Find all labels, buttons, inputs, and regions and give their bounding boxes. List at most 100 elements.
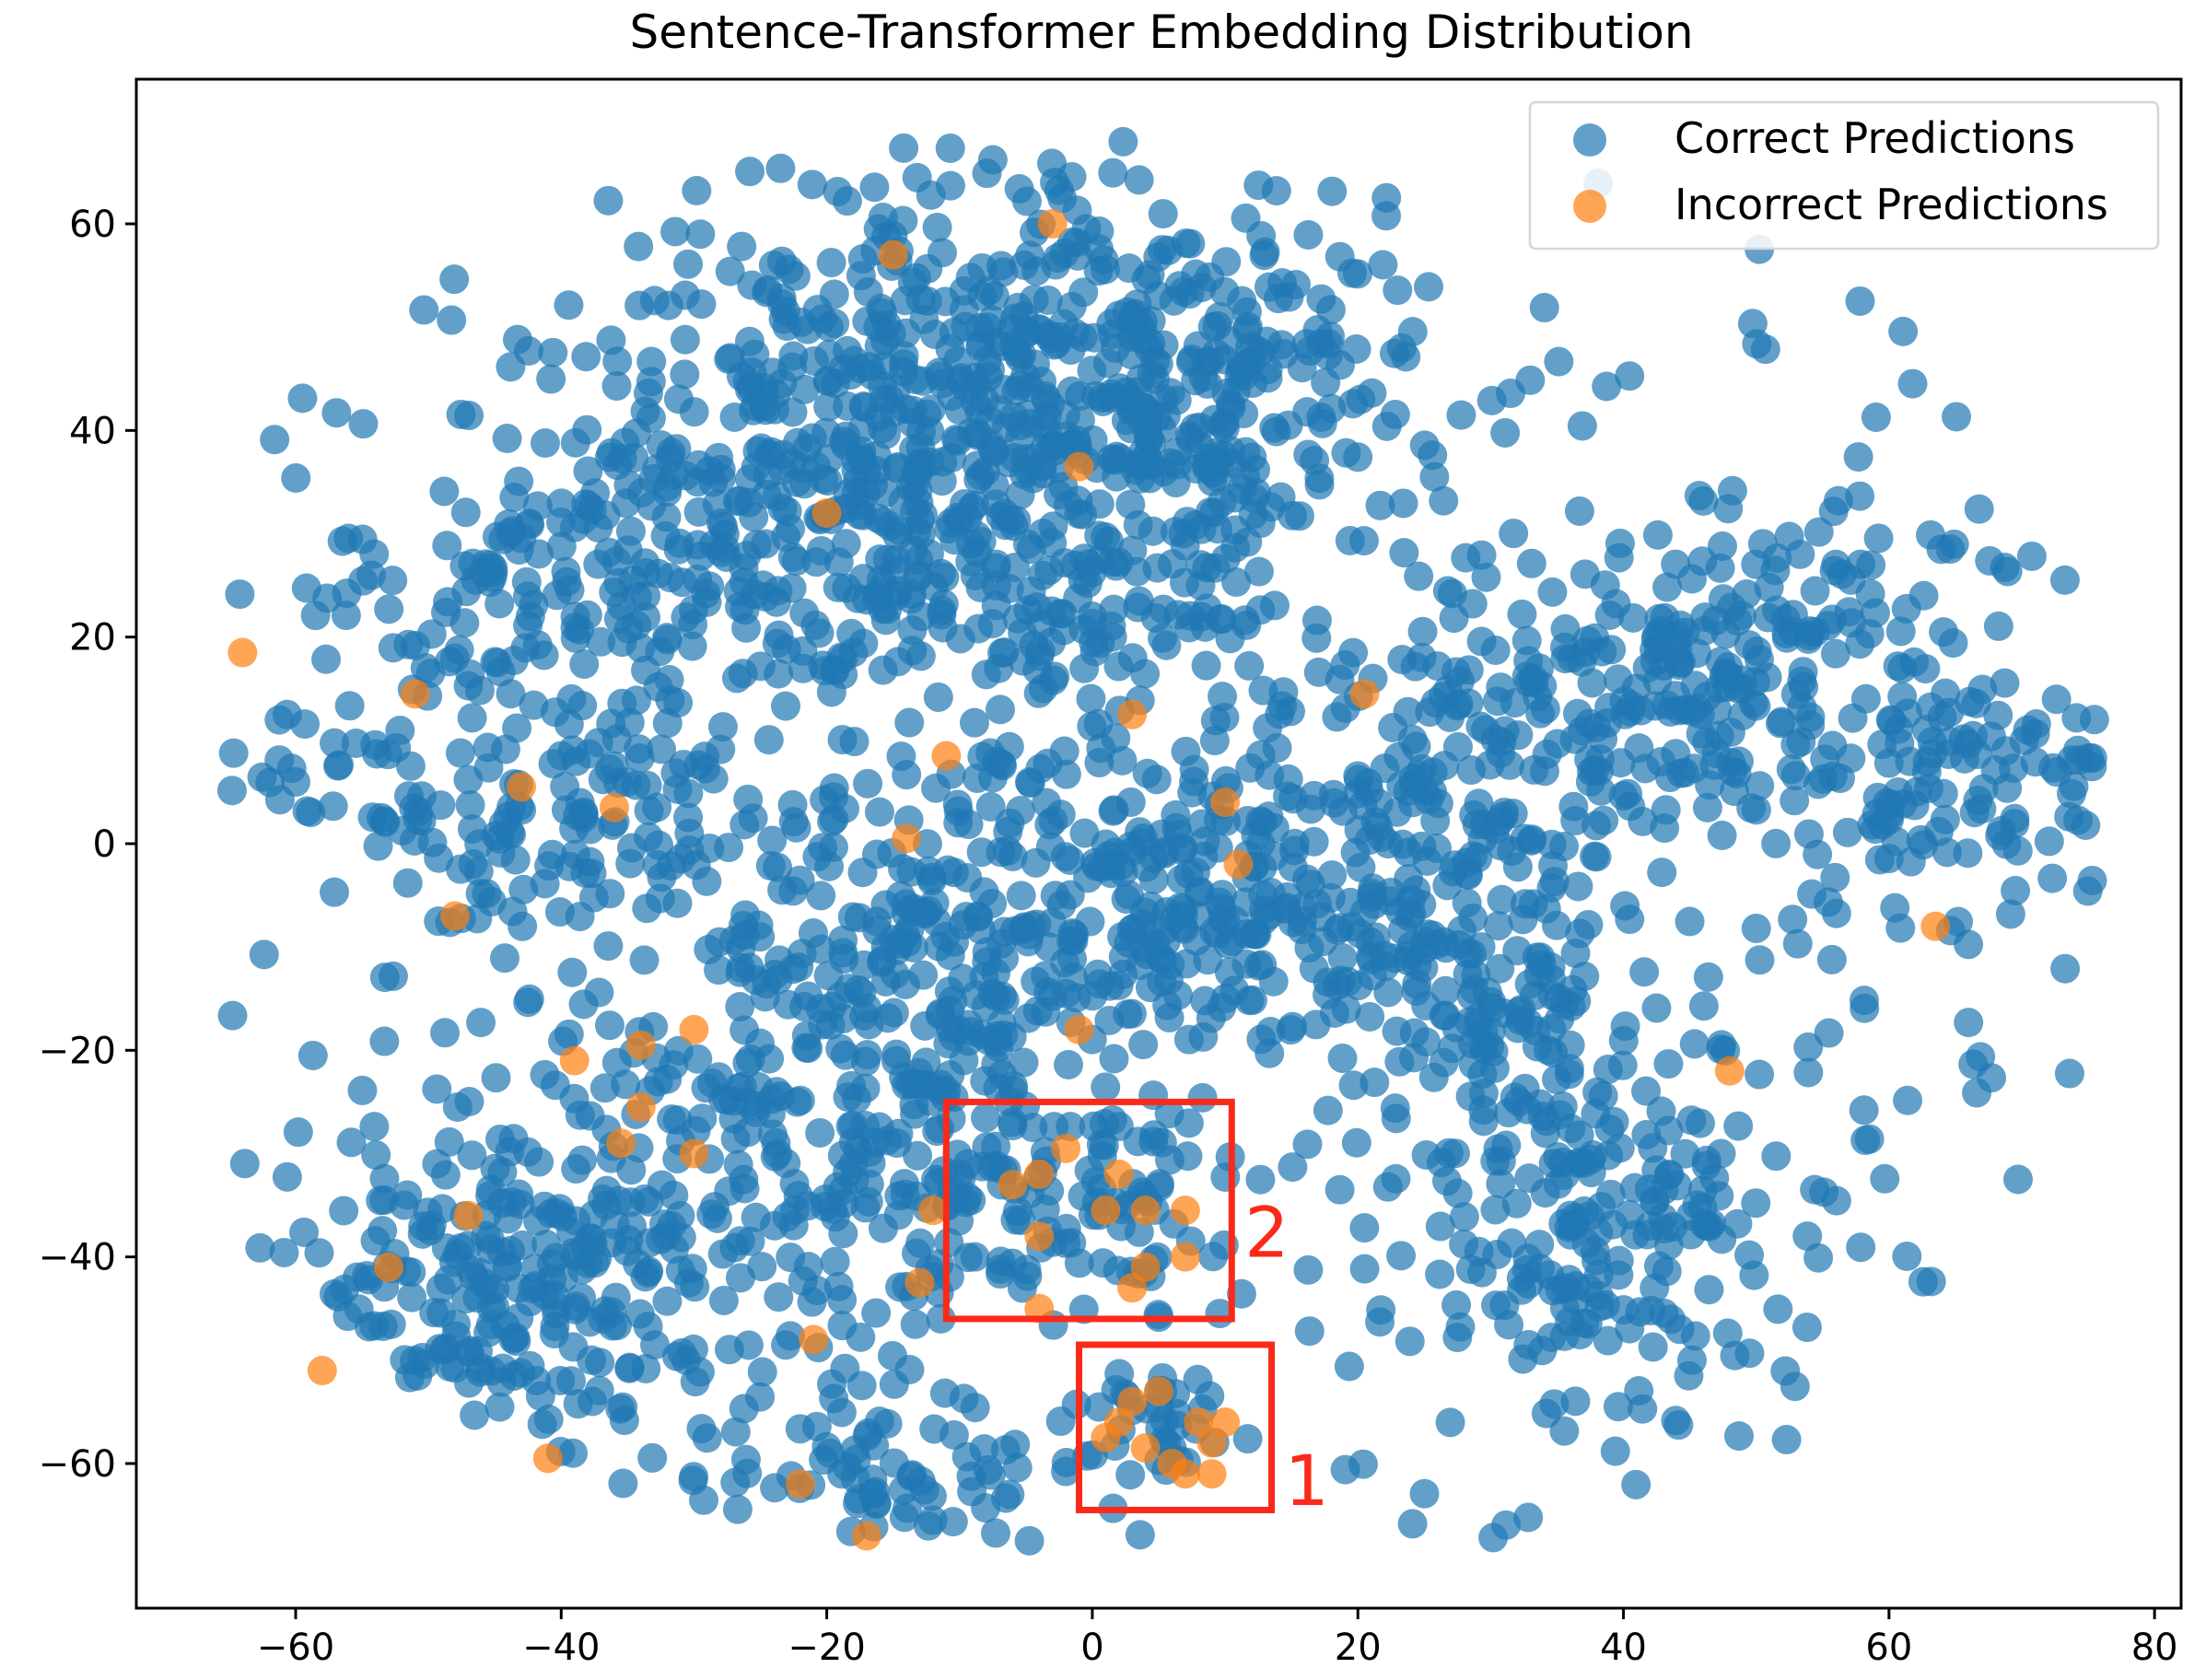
correct-point: [1006, 881, 1036, 911]
correct-point: [636, 346, 667, 377]
correct-point: [1315, 295, 1346, 325]
correct-point: [889, 133, 919, 163]
correct-point: [1340, 837, 1371, 868]
correct-point: [1010, 319, 1041, 349]
correct-point: [1992, 556, 2023, 587]
correct-point: [476, 886, 507, 916]
correct-point: [1245, 1164, 1276, 1195]
correct-point: [1181, 453, 1211, 484]
correct-point: [998, 511, 1029, 542]
incorrect-point: [1117, 1273, 1148, 1303]
correct-point: [1721, 758, 1752, 788]
annotation-layer: 21: [942, 1098, 1329, 1522]
correct-point: [1365, 490, 1395, 520]
correct-point: [1780, 786, 1810, 816]
correct-point: [1642, 519, 1673, 550]
correct-point: [1624, 733, 1654, 764]
correct-point: [2054, 1058, 2084, 1089]
correct-point: [986, 1254, 1016, 1284]
correct-point: [1342, 259, 1372, 289]
correct-point: [1287, 915, 1317, 945]
correct-point: [735, 1044, 765, 1074]
correct-point: [1330, 650, 1360, 681]
correct-point: [816, 248, 846, 278]
correct-point: [565, 1100, 595, 1130]
correct-point: [1187, 1082, 1218, 1113]
correct-point: [1255, 878, 1286, 908]
correct-point: [1056, 429, 1087, 460]
correct-point: [1279, 835, 1310, 866]
correct-point: [670, 359, 700, 390]
correct-point: [725, 991, 755, 1021]
correct-point: [1301, 1009, 1331, 1040]
correct-point: [500, 845, 531, 875]
incorrect-point: [373, 1252, 403, 1282]
legend-marker-incorrect: [1573, 190, 1606, 223]
correct-point: [409, 295, 439, 325]
correct-point: [823, 177, 853, 207]
incorrect-point: [1130, 1433, 1161, 1464]
correct-point: [450, 497, 481, 528]
correct-point: [912, 399, 942, 429]
correct-point: [515, 1350, 545, 1381]
incorrect-point: [851, 1521, 881, 1551]
correct-point: [1836, 743, 1866, 774]
correct-point: [1127, 438, 1158, 468]
incorrect-point: [1051, 1133, 1081, 1163]
correct-point: [1483, 911, 1513, 941]
correct-point: [1011, 186, 1042, 216]
correct-point: [1101, 723, 1131, 753]
correct-point: [760, 1141, 790, 1172]
correct-point: [1393, 696, 1423, 727]
correct-point: [269, 1237, 299, 1267]
correct-point: [560, 623, 590, 653]
correct-point: [1056, 1112, 1086, 1142]
correct-point: [1962, 739, 1992, 769]
correct-point: [457, 703, 487, 733]
incorrect-point: [799, 1324, 829, 1355]
correct-point: [1397, 1509, 1428, 1539]
correct-point: [1435, 1407, 1465, 1438]
correct-point: [655, 685, 685, 716]
correct-point: [684, 1357, 715, 1387]
correct-point: [1195, 1381, 1225, 1411]
correct-point: [1702, 694, 1733, 725]
correct-point: [2020, 747, 2050, 777]
correct-point: [670, 324, 700, 355]
correct-point: [659, 1180, 689, 1210]
correct-point: [1720, 1340, 1750, 1371]
correct-point: [1680, 1321, 1710, 1351]
correct-point: [1281, 270, 1312, 300]
correct-point: [1327, 1043, 1358, 1073]
correct-point: [663, 384, 694, 414]
correct-point: [1127, 405, 1158, 436]
correct-point: [830, 1353, 860, 1383]
correct-point: [1105, 851, 1136, 881]
correct-point: [1592, 371, 1622, 402]
correct-point: [540, 1070, 570, 1101]
correct-point: [2037, 863, 2068, 893]
correct-point: [556, 1366, 587, 1396]
correct-point: [334, 691, 365, 721]
correct-point: [853, 768, 883, 799]
correct-point: [465, 1353, 496, 1383]
correct-point: [1608, 1025, 1639, 1056]
correct-point: [558, 1438, 589, 1468]
legend: Correct Predictions Incorrect Prediction…: [1528, 100, 2160, 251]
correct-point: [614, 1353, 645, 1383]
correct-point: [550, 772, 580, 802]
correct-point: [554, 290, 584, 321]
correct-point: [1368, 250, 1398, 280]
correct-point: [1795, 616, 1826, 647]
x-tick-label: 60: [1865, 1627, 1912, 1669]
incorrect-point: [1130, 1196, 1161, 1226]
correct-point: [1490, 417, 1521, 448]
correct-point: [1018, 1113, 1048, 1143]
correct-point: [1588, 1081, 1618, 1112]
correct-point: [1380, 1093, 1410, 1124]
correct-point: [1615, 904, 1645, 935]
correct-point: [789, 374, 820, 404]
correct-point: [764, 945, 795, 975]
correct-point: [740, 339, 770, 369]
correct-point: [594, 1010, 624, 1041]
